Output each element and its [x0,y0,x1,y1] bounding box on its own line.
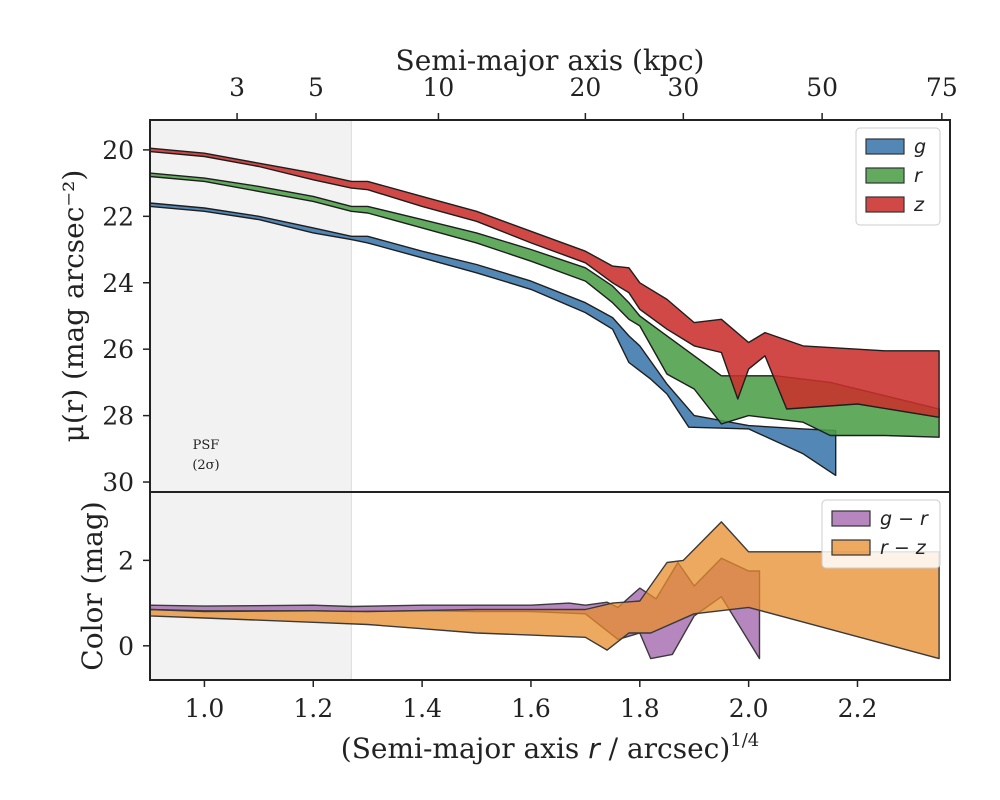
mu-band-r [150,172,940,438]
top-x-axis-label: Semi-major axis (kpc) [396,44,705,77]
x-tick-label: 1.2 [293,694,333,723]
x-tick-label: 1.6 [511,694,551,723]
kpc-tick-label: 50 [806,73,838,102]
mu-tick-label: 22 [102,202,134,231]
legend-label: r [914,165,923,187]
color-tick-label: 2 [118,546,134,575]
psf-label: PSF [193,438,220,453]
mu-tick-label: 24 [102,269,134,298]
bottom-panel-frame [149,491,951,681]
mu-tick-label: 30 [102,468,134,497]
x-tick-label: 1.8 [620,694,660,723]
mu-tick-label: 20 [102,136,134,165]
psf-sigma-label: (2σ) [192,458,219,473]
kpc-tick-label: 3 [229,73,245,102]
kpc-tick-label: 10 [423,73,455,102]
legend-swatch [865,167,905,184]
mu-band-g [150,202,837,477]
mu-tick-label: 28 [102,402,134,431]
x-tick-label: 2.2 [838,694,878,723]
kpc-tick-label: 5 [308,73,324,102]
color-tick-label: 0 [118,632,134,661]
legend-swatch [865,196,905,213]
mu-band-z [150,147,940,418]
kpc-tick-label: 75 [926,73,958,102]
color-band-rz [150,521,940,660]
legend-label: z [913,194,925,216]
legend-swatch [831,539,871,556]
color-axis-label: Color (mag) [76,501,109,670]
legend-swatch [831,510,871,527]
legend-label: g [914,136,926,158]
kpc-tick-label: 30 [667,73,699,102]
legend-swatch [865,138,905,155]
x-tick-label: 1.4 [402,694,442,723]
legend-color: g − r r − z [821,499,941,569]
legend-label: g − r [880,508,929,530]
mu-tick-label: 26 [102,335,134,364]
psf-region-bottom [150,492,352,680]
kpc-tick-label: 20 [569,73,601,102]
x-axis-label: (Semi-major axis r / arcsec)1/4 [341,730,759,765]
psf-region-top [150,120,352,492]
x-tick-label: 2.0 [729,694,769,723]
legend-mu: grz [855,127,941,226]
mu-axis-label: μ(r) (mag arcsec⁻²) [57,170,90,443]
x-tick-label: 1.0 [185,694,225,723]
legend-label: r − z [880,537,927,559]
